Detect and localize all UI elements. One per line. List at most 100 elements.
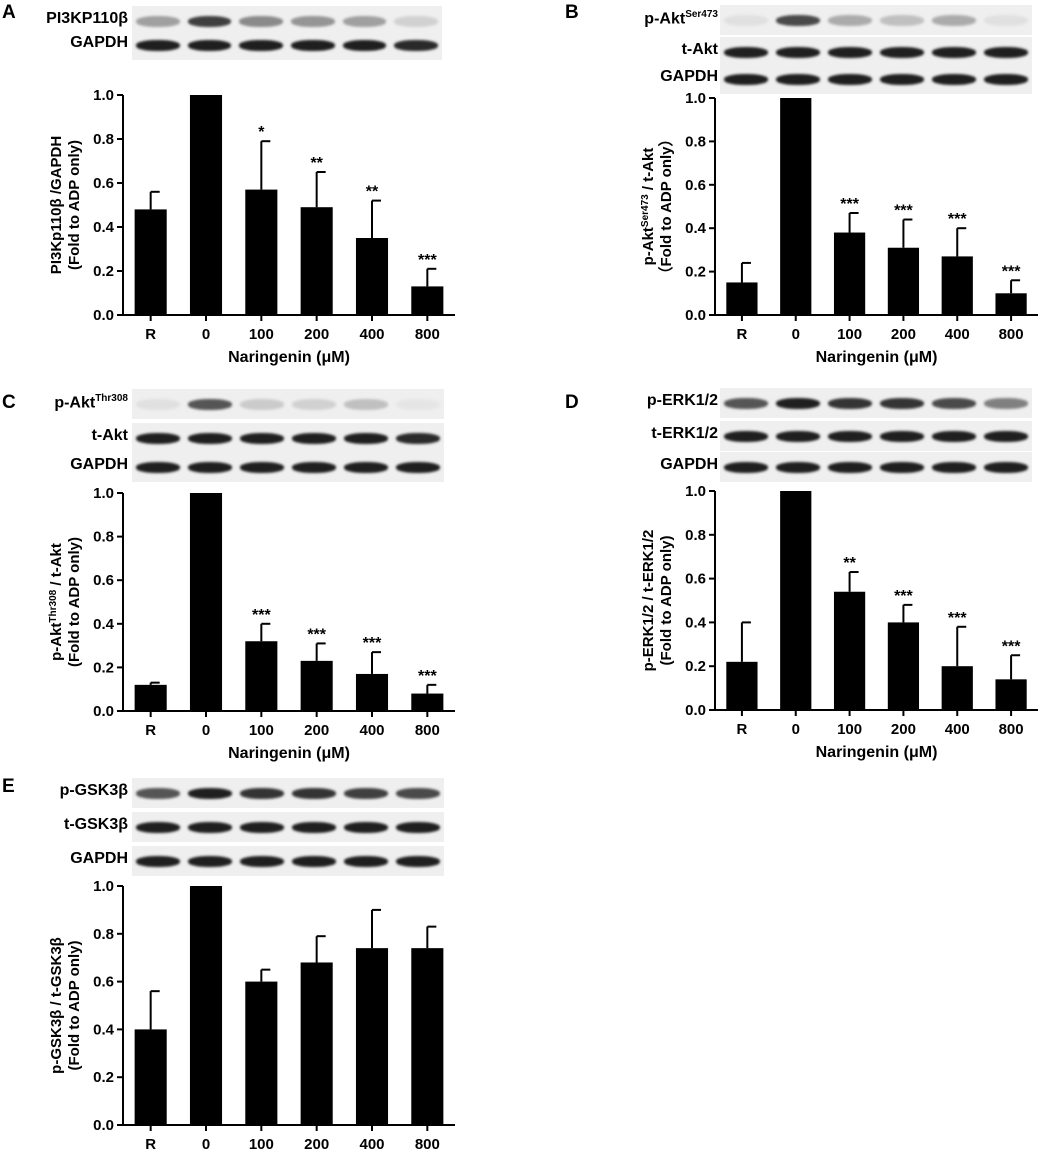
blot-label: GAPDH: [70, 456, 128, 474]
y-tick-label: 0.6: [685, 571, 706, 588]
bar: [995, 293, 1027, 315]
blot-band: [828, 47, 872, 58]
bar: [245, 641, 278, 711]
blot-band: [136, 40, 180, 51]
bar: [189, 886, 223, 1125]
blot-band: [342, 40, 387, 51]
significance-marker: ***: [252, 607, 271, 624]
x-tick-label: 200: [891, 326, 916, 343]
bar: [300, 660, 333, 711]
bar: [134, 684, 167, 711]
significance-marker: ***: [894, 588, 913, 605]
blot-band: [880, 462, 924, 473]
blot-band: [292, 399, 336, 410]
y-tick-label: 1.0: [93, 485, 114, 502]
y-axis-title-line1: p-AktSer473 / t-Akt: [640, 148, 658, 266]
blot-band: [240, 856, 284, 867]
bar: [355, 238, 389, 315]
y-tick-label: 0.0: [93, 1117, 114, 1134]
blot-band: [292, 433, 336, 444]
y-tick-label: 0.4: [685, 614, 707, 631]
blot-band: [188, 856, 232, 867]
y-axis-title-rest: / t-Akt: [640, 148, 657, 195]
x-tick-label: 100: [249, 722, 274, 739]
blot-strip: [132, 30, 442, 60]
blot-band: [188, 788, 232, 799]
blot-label: PI3KP110β: [46, 10, 128, 28]
blot-band: [932, 15, 976, 26]
blot-label-text: p-Akt: [54, 394, 96, 412]
blot-label: p-AktThr308: [54, 393, 128, 412]
x-tick-label: 200: [891, 721, 916, 738]
x-tick-label: 0: [202, 326, 210, 343]
blot-band: [724, 74, 768, 85]
bar: [134, 209, 167, 315]
blot-strip: [132, 812, 444, 842]
y-axis-title-line2: （Fold to ADP only）: [657, 132, 675, 282]
blot-strip: [132, 452, 444, 482]
blot-band: [188, 433, 232, 444]
blot-band: [239, 40, 283, 51]
blot-band: [239, 16, 283, 27]
blot-band: [776, 462, 820, 473]
blot-label-text: p-ERK1/2: [646, 392, 718, 409]
x-tick-label: R: [145, 326, 156, 343]
x-tick-label: 200: [304, 1136, 329, 1153]
x-tick-label: 800: [999, 721, 1024, 738]
blot-band: [828, 74, 872, 85]
blot-label: p-AktSer473: [644, 9, 718, 28]
blot-label: GAPDH: [70, 850, 128, 868]
significance-marker: ***: [307, 626, 326, 643]
blot-band: [724, 47, 768, 58]
blot-strip: [720, 388, 1032, 418]
significance-marker: ***: [1002, 638, 1021, 655]
panel-letter: E: [2, 776, 15, 797]
blot-label: t-Akt: [682, 41, 718, 59]
blot-label-text: t-Akt: [681, 41, 718, 58]
x-tick-label: 800: [415, 326, 440, 343]
x-tick-label: 400: [359, 722, 384, 739]
x-axis-title: Naringenin (μM): [228, 349, 350, 366]
bar: [134, 1029, 167, 1125]
blot-strip: [720, 452, 1032, 482]
blot-band: [344, 822, 388, 833]
blot-label-text: GAPDH: [660, 456, 718, 473]
blot-band: [932, 74, 976, 85]
blot-label: GAPDH: [660, 68, 718, 86]
bar: [411, 286, 444, 315]
x-tick-label: R: [736, 721, 747, 738]
blot-band: [724, 398, 768, 409]
bar: [726, 282, 758, 315]
blot-band: [136, 16, 180, 27]
y-tick-label: 0.2: [93, 263, 114, 280]
blot-strip: [720, 64, 1032, 94]
blot-band: [984, 74, 1028, 85]
bar: [411, 948, 444, 1125]
blot-band: [932, 431, 976, 442]
blot-strip: [132, 389, 444, 419]
blot-strip: [720, 421, 1032, 451]
bar: [726, 661, 758, 710]
blot-strip: [720, 5, 1032, 35]
blot-band: [396, 433, 440, 444]
significance-marker: ***: [840, 196, 859, 213]
blot-band: [344, 788, 388, 799]
blot-label-text: t-Akt: [91, 427, 128, 444]
y-axis-title-line2: (Fold to ADP only): [66, 140, 83, 270]
significance-marker: ***: [363, 635, 382, 652]
blot-band: [344, 433, 388, 444]
panel-letter: D: [565, 392, 579, 413]
blot-band: [292, 822, 336, 833]
bar: [941, 666, 973, 710]
bar: [245, 189, 278, 315]
blot-band: [828, 462, 872, 473]
y-tick-label: 0.6: [93, 974, 114, 991]
panel-letter: A: [2, 2, 16, 23]
x-tick-label: 100: [249, 1136, 274, 1153]
blot-band: [292, 788, 336, 799]
blot-band: [344, 856, 388, 867]
x-tick-label: 100: [249, 326, 274, 343]
blot-band: [396, 399, 440, 410]
